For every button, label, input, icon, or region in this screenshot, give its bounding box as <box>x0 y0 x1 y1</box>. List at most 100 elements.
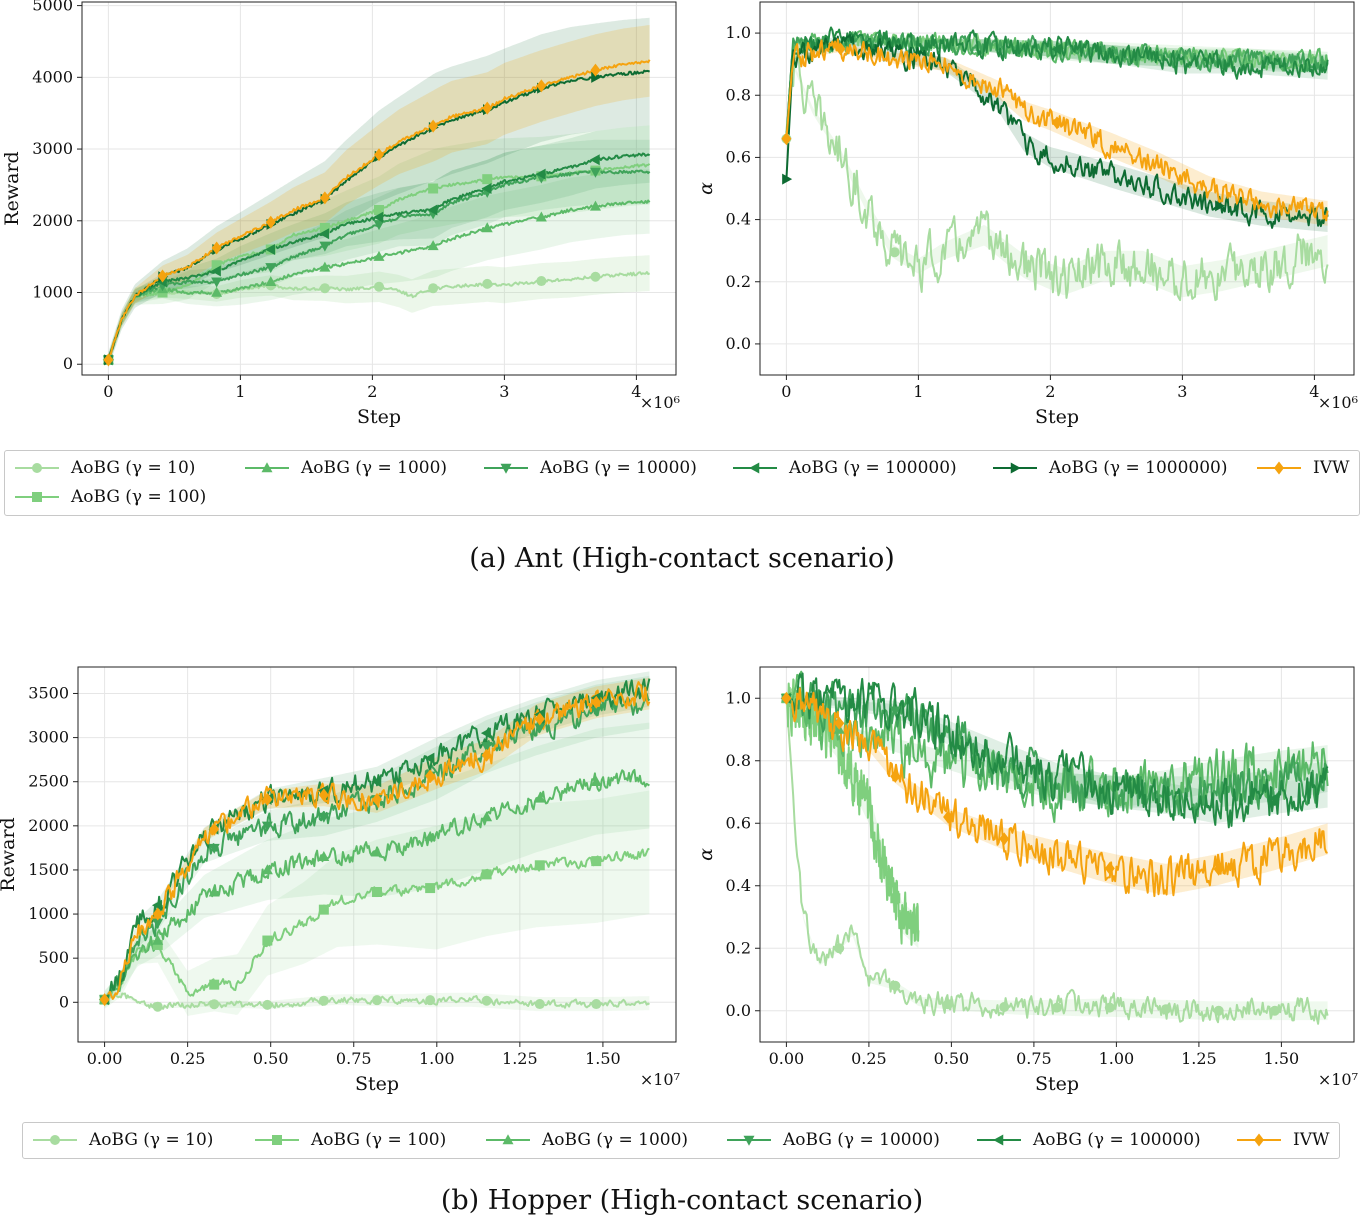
data-point-ivw <box>1052 116 1062 130</box>
legend-label: AoBG (γ = 10000) <box>783 1130 940 1150</box>
data-point-g10000 <box>265 263 277 274</box>
y-tick-label: 1500 <box>28 860 69 879</box>
x-axis-label: Step <box>357 406 401 428</box>
series-line-g10 <box>785 698 1329 1025</box>
series-line-g10000 <box>786 680 1329 818</box>
data-point-ivw <box>1104 861 1115 875</box>
data-point-g100000 <box>481 183 492 194</box>
data-point-ivw <box>590 63 601 77</box>
data-point-g10 <box>1213 1005 1224 1016</box>
y-tick-label: 0.4 <box>726 876 751 895</box>
caption-a: (a) Ant (High-contact scenario) <box>469 543 895 574</box>
data-point-g10000 <box>208 843 220 854</box>
data-point-ivw <box>781 132 792 146</box>
x-axis-label: Step <box>355 1073 399 1095</box>
data-point-g10000 <box>481 742 493 753</box>
data-point-g10 <box>590 271 601 282</box>
legend-label: AoBG (γ = 100) <box>311 1130 447 1150</box>
y-tick-label: 0.2 <box>726 272 751 291</box>
y-tick-label: 2500 <box>28 772 69 791</box>
legend-swatch <box>486 1134 530 1145</box>
confidence-band-g1000000 <box>108 17 650 369</box>
legend-label: AoBG (γ = 1000) <box>301 458 448 478</box>
confidence-band-g100 <box>786 695 919 949</box>
confidence-band-g100000 <box>786 695 1328 824</box>
legend-label: AoBG (γ = 10000) <box>540 458 697 478</box>
data-point-g10 <box>1052 1002 1062 1013</box>
data-point-ivw <box>835 42 846 56</box>
data-point-g1000 <box>211 286 223 297</box>
x-axis-label: Step <box>1035 406 1079 428</box>
data-point-ivw <box>481 748 492 762</box>
series-line-ivw <box>785 687 1328 898</box>
confidence-band-g10000 <box>108 139 650 365</box>
data-point-g10 <box>943 999 954 1010</box>
data-point-g10 <box>318 995 329 1006</box>
data-point-g100000 <box>319 228 330 240</box>
data-point-ivw <box>999 832 1010 846</box>
ant-reward-chart: 0 1 2 3 4 0 1000 2000 3000 4000 5000 Step Reward ×10⁶ <box>1 0 680 428</box>
data-point-ivw <box>1213 862 1224 876</box>
caption-b: (b) Hopper (High-contact scenario) <box>440 1185 924 1216</box>
series-line-g10 <box>785 53 1329 302</box>
confidence-band-g1000000 <box>786 42 1328 232</box>
data-point-g10000 <box>318 812 330 823</box>
series-line-g1000000 <box>785 34 1329 229</box>
y-tick-label: 1000 <box>32 283 73 302</box>
data-point-g10 <box>889 247 900 258</box>
data-point-g100 <box>428 183 439 194</box>
legend-marker-triangle-up <box>502 1134 514 1145</box>
y-axis-label: Reward <box>1 151 23 225</box>
data-point-ivw <box>211 241 222 255</box>
data-point-g10 <box>428 283 439 294</box>
confidence-band-g1000 <box>786 695 1328 808</box>
legend-label: AoBG (γ = 100) <box>71 487 207 507</box>
data-point-ivw <box>781 691 792 705</box>
data-point-ivw <box>591 695 602 709</box>
x-tick-label: 1.00 <box>419 1049 455 1068</box>
x-axis-multiplier: ×10⁷ <box>640 1070 680 1089</box>
legend-label: AoBG (γ = 10) <box>71 458 196 478</box>
legend-swatch <box>245 462 289 473</box>
data-point-ivw <box>536 79 547 93</box>
data-point-g10 <box>1104 1002 1115 1013</box>
data-point-g100 <box>374 205 384 216</box>
y-tick-label: 2000 <box>32 211 73 230</box>
ant-alpha-chart: 0 1 2 3 4 0.0 0.2 0.4 0.6 0.8 1.0 Step α ×10⁶ <box>695 1 1358 428</box>
legend-marker-triangle-left <box>749 462 760 474</box>
y-tick-label: 0.4 <box>726 210 751 229</box>
data-point-g10 <box>209 999 220 1010</box>
data-point-g10 <box>591 999 602 1010</box>
legend-marker-diamond <box>1274 461 1284 475</box>
legend-swatch <box>977 1134 1021 1146</box>
x-tick-label: 3 <box>499 382 509 401</box>
data-point-g1000 <box>318 850 330 861</box>
data-point-g10 <box>481 995 492 1006</box>
y-tick-label: 2000 <box>28 816 69 835</box>
confidence-band-g1000 <box>108 169 650 365</box>
legend-marker-square <box>32 492 42 502</box>
data-point-g100000 <box>373 211 384 223</box>
data-point-g1000 <box>589 200 601 211</box>
x-tick-label: 1.25 <box>502 1049 538 1068</box>
y-tick-label: 1000 <box>28 904 69 923</box>
data-point-ivw <box>834 716 845 730</box>
data-point-ivw <box>482 101 493 115</box>
x-axis-label: Step <box>1035 1073 1079 1095</box>
confidence-band-g100 <box>108 125 650 366</box>
legend-label: AoBG (γ = 1000000) <box>1049 458 1228 478</box>
legend-label: AoBG (γ = 100000) <box>789 458 957 478</box>
data-point-g1000 <box>481 222 493 233</box>
data-point-g1000 <box>319 261 331 272</box>
data-point-g100000 <box>589 154 600 166</box>
y-tick-label: 500 <box>38 948 69 967</box>
data-point-g100000 <box>1269 792 1280 804</box>
x-tick-label: 3 <box>1177 382 1187 401</box>
y-tick-label: 0.6 <box>726 813 751 832</box>
hopper-alpha-chart: 0.00 0.25 0.50 0.75 1.00 1.25 1.50 0.0 0.2 0.4 0.6… <box>695 666 1358 1095</box>
confidence-band-g100000 <box>108 125 650 365</box>
data-point-g10000 <box>889 706 901 717</box>
x-tick-label: 1.50 <box>1264 1049 1300 1068</box>
plot-area <box>781 26 1329 302</box>
x-tick-label: 0 <box>103 382 113 401</box>
